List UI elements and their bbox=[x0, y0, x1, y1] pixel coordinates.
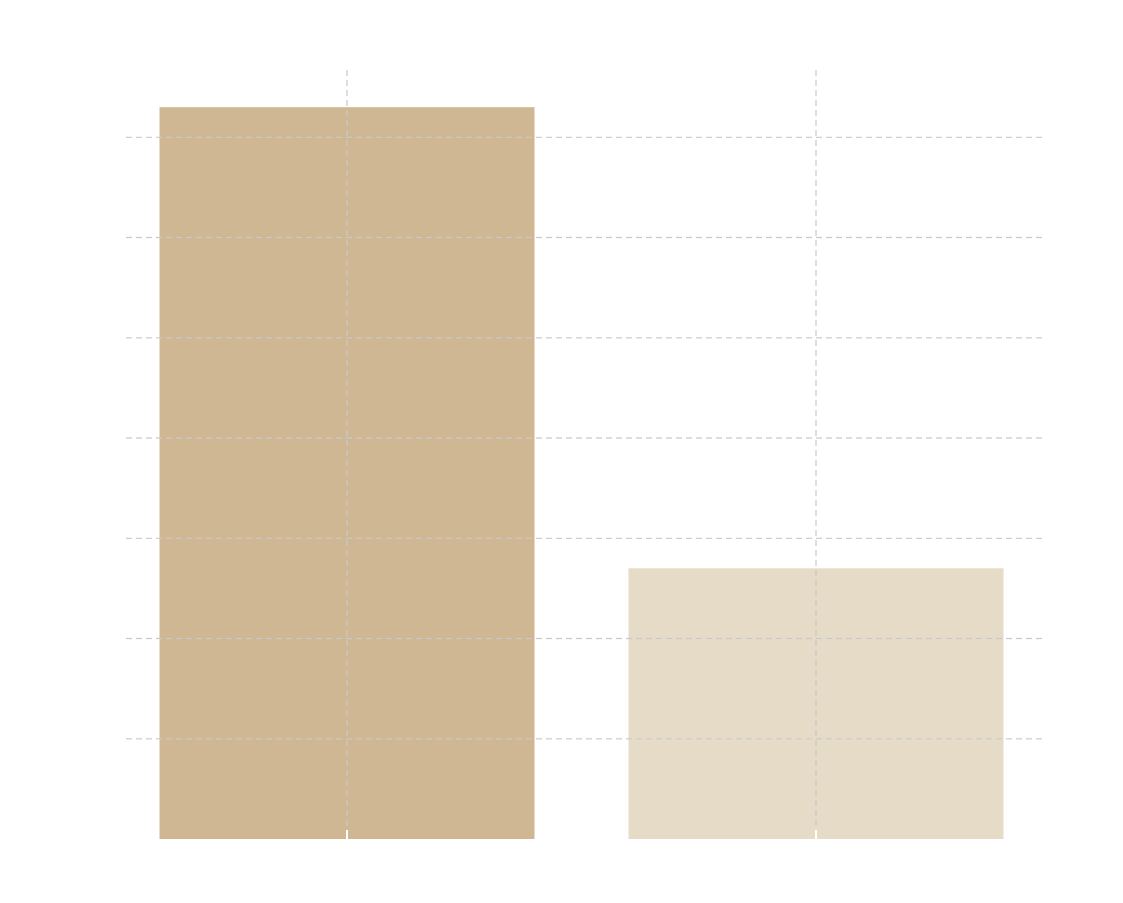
grid-layer bbox=[126, 70, 1046, 839]
bars-layer bbox=[159, 107, 1004, 839]
x-ticks-layer bbox=[346, 830, 817, 839]
